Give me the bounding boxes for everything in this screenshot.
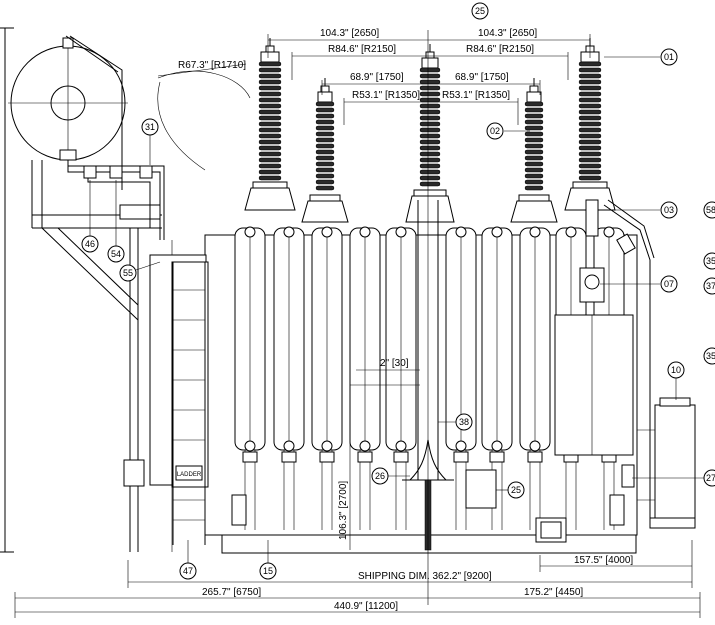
dim-hv-radius-left: R84.6" [R2150] — [328, 44, 396, 55]
bushing-1 — [244, 38, 296, 211]
callout-15-label: 15 — [263, 566, 273, 576]
callout-35a-cut: 35 — [703, 252, 715, 270]
callout-02: 02 — [486, 122, 530, 140]
dim-conservator-radius: R67.3" [R1710] — [178, 60, 246, 71]
bushing-5 — [564, 38, 616, 211]
right-side-equipment — [554, 199, 696, 529]
callout-55: 55 — [119, 261, 161, 282]
conservator-radius-arc-lower — [157, 81, 206, 171]
callout-07: 07 — [600, 275, 678, 293]
dim-right-offset: 157.5" [4000] — [574, 555, 633, 566]
callout-54: 54 — [107, 180, 125, 263]
conservator-radius-leader — [157, 63, 247, 77]
dim-height: 106.3" [2700] — [338, 481, 349, 540]
dim-lv-right: 68.9" [1750] — [455, 72, 509, 83]
callout-37-cut: 37 — [703, 277, 715, 295]
callout-27-cut: 27 — [632, 469, 715, 487]
bushing-set — [244, 38, 616, 223]
dim-small-gap: 2" [30] — [380, 358, 409, 369]
conservator-radius-arc — [157, 70, 251, 99]
callout-38: 38 — [438, 413, 473, 431]
callout-26-label: 26 — [375, 471, 385, 481]
callout-47: 47 — [179, 540, 197, 580]
callout-01-label: 01 — [664, 52, 674, 62]
callout-54-label: 54 — [111, 249, 121, 259]
callout-25-top-label: 25 — [475, 6, 485, 16]
callout-01: 01 — [604, 48, 678, 66]
callout-31-label: 31 — [145, 122, 155, 132]
callout-07-label: 07 — [664, 279, 674, 289]
callout-58-label: 58 — [706, 205, 715, 215]
callout-47-label: 47 — [183, 566, 193, 576]
radiator-3 — [311, 226, 343, 530]
bushing-4 — [510, 78, 558, 223]
dim-top-right: 104.3" [2650] — [478, 28, 537, 39]
callout-37-label: 37 — [706, 281, 715, 291]
radiator-2 — [273, 226, 305, 530]
callout-58-cut: 58 — [703, 201, 715, 219]
left-frame — [0, 27, 14, 553]
bushing-2 — [301, 78, 349, 223]
dim-shipping: SHIPPING DIM. 362.2" [9200] — [358, 571, 492, 582]
radiator-5 — [385, 226, 417, 530]
callout-10-label: 10 — [671, 365, 681, 375]
dim-hv-radius-right: R84.6" [R2150] — [466, 44, 534, 55]
callout-55-label: 55 — [123, 268, 133, 278]
dim-overall-left: 265.7" [6750] — [202, 587, 261, 598]
callout-27-label: 27 — [706, 473, 715, 483]
dim-overall-right: 175.2" [4450] — [524, 587, 583, 598]
callout-35b-cut: 35 — [703, 347, 715, 365]
radiator-4 — [349, 226, 381, 530]
ladder-label: LADDER — [177, 472, 202, 478]
ladder — [172, 262, 206, 545]
callout-02-label: 02 — [490, 126, 500, 136]
callout-25-bottom-label: 25 — [511, 485, 521, 495]
bushing-3 — [405, 44, 455, 223]
callout-25-top: 25 — [471, 2, 489, 20]
callout-31: 31 — [141, 118, 159, 165]
callout-15: 15 — [259, 540, 277, 580]
top-dimension-lines — [267, 30, 591, 605]
support-structure — [31, 160, 173, 552]
callout-26: 26 — [371, 467, 410, 485]
bottom-dimension-lines — [14, 369, 701, 618]
callout-10: 10 — [667, 361, 685, 400]
radiator-6 — [445, 226, 477, 530]
callout-35a-label: 35 — [706, 256, 715, 266]
callout-03-label: 03 — [664, 205, 674, 215]
callout-46-label: 46 — [85, 239, 95, 249]
dim-overall-total: 440.9" [11200] — [334, 601, 398, 612]
dim-lv-left: 68.9" [1750] — [350, 72, 404, 83]
dim-top-left: 104.3" [2650] — [320, 28, 379, 39]
callout-35b-label: 35 — [706, 351, 715, 361]
dim-lv-radius-right: R53.1" [R1350] — [442, 90, 510, 101]
callout-25-bottom: 25 — [496, 481, 525, 499]
dim-lv-radius-left: R53.1" [R1350] — [352, 90, 420, 101]
radiator-7 — [481, 226, 513, 530]
callout-03: 03 — [600, 201, 678, 219]
callout-46: 46 — [81, 180, 99, 253]
radiator-8 — [519, 226, 551, 530]
callout-38-label: 38 — [459, 417, 469, 427]
